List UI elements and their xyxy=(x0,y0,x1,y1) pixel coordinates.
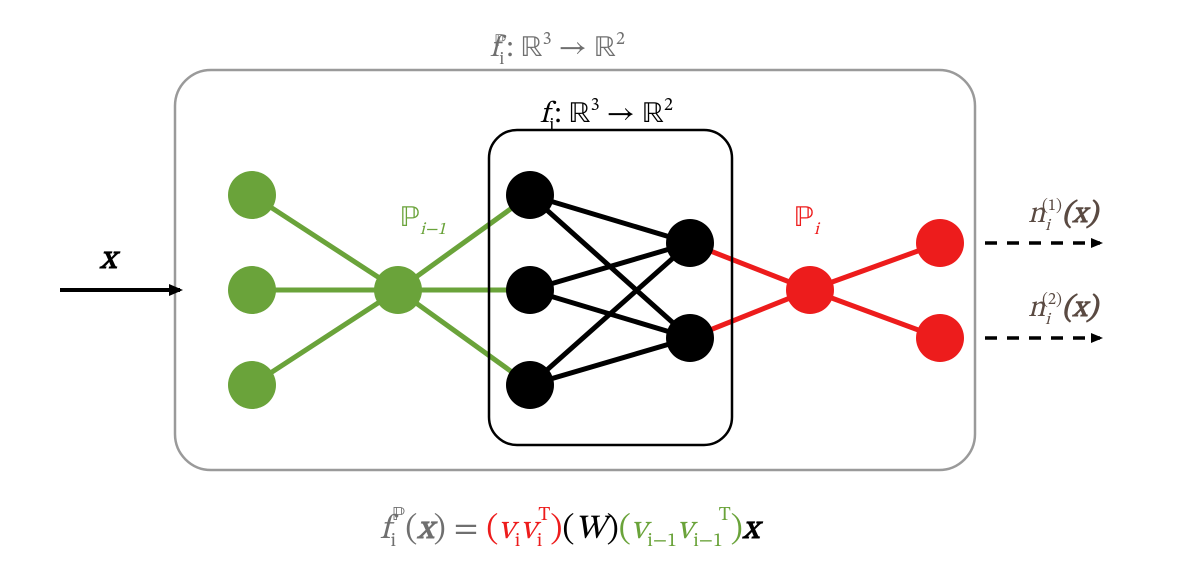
label-top-black: fi: ℝ3 → ℝ2 xyxy=(540,97,673,135)
node-green-in-2 xyxy=(228,361,276,409)
node-green-mid xyxy=(374,266,422,314)
node-red-out-0 xyxy=(916,219,964,267)
node-black-out-1 xyxy=(666,314,714,362)
node-green-in-1 xyxy=(228,266,276,314)
node-red-mid xyxy=(786,266,834,314)
node-red-out-1 xyxy=(916,314,964,362)
edge-green-2 xyxy=(252,290,398,385)
node-black-out-0 xyxy=(666,219,714,267)
label-p-left: ℙi−1 xyxy=(400,204,446,239)
label-p-right: ℙi xyxy=(794,204,821,239)
edge-green-0 xyxy=(252,195,398,290)
node-black-in-2 xyxy=(506,361,554,409)
label-n2: ni(2)(x) xyxy=(1028,291,1101,328)
label-x-input: x xyxy=(99,243,121,277)
node-black-in-0 xyxy=(506,171,554,219)
node-black-in-1 xyxy=(506,266,554,314)
edge-green-5 xyxy=(398,290,530,385)
label-equation: fiℙ(x) = (viviT)(W)(vi−1vi−1T)x xyxy=(380,505,764,551)
label-top-gray: fiℙ: ℝ3 → ℝ2 xyxy=(490,31,625,69)
node-green-in-0 xyxy=(228,171,276,219)
label-n1: ni(1)(x) xyxy=(1028,197,1101,234)
